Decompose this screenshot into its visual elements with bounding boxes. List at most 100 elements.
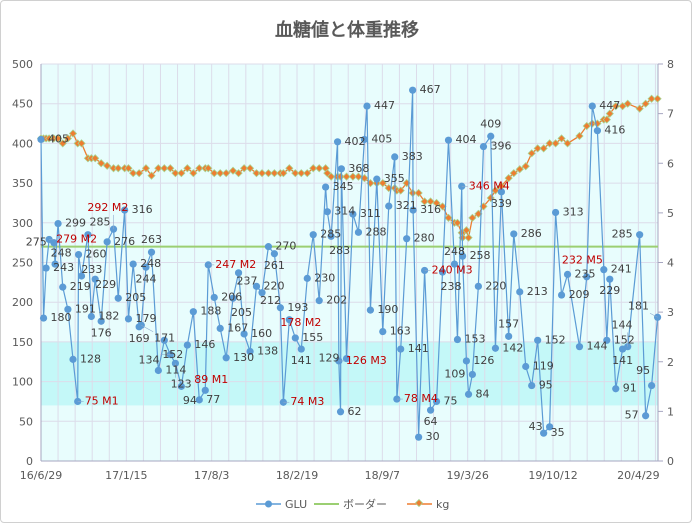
glu-data-label: 89 M1 [194,373,228,386]
glu-data-label: 339 [491,197,512,210]
glu-point [373,175,381,183]
glu-data-label: 316 [132,203,153,216]
glu-point [74,250,83,259]
y-left-tick-label: 250 [12,257,33,270]
glu-point [366,306,375,314]
y-right-tick-label: 0 [667,455,674,468]
glu-point [103,238,111,246]
glu-point [264,243,273,251]
glu-data-label: 91 [623,382,637,395]
glu-data-label: 202 [326,294,347,307]
glu-data-label: 43 [529,420,543,433]
glu-data-label: 134 [139,353,160,366]
kg-point [378,178,387,188]
glu-point [87,312,95,321]
kg-point [91,154,100,163]
glu-data-label: 405 [371,132,392,145]
kg-point [551,139,560,148]
glu-point [468,370,476,379]
glu-data-label: 188 [200,305,221,318]
glu-data-label: 77 [206,393,220,406]
chart-title: 血糖値と体重推移 [275,19,419,41]
glu-point [121,206,129,214]
glu-data-label: 248 [140,257,161,270]
kg-point [545,139,554,148]
kg-point [160,164,169,173]
kg-point [279,169,288,178]
y-left-tick-label: 300 [12,217,33,230]
glu-data-label: 238 [441,280,462,293]
glu-data-label: 152 [545,333,566,346]
kg-point [309,164,318,173]
glu-data-label: 78 M4 [404,392,438,405]
kg-point [124,164,133,173]
glu-point [210,293,218,302]
glu-data-label: 219 [70,280,91,293]
glu-data-label: 57 [625,409,639,422]
kg-point [462,226,471,235]
glu-point [528,381,536,390]
glu-data-label: 94 [183,394,197,407]
glu-data-label: 142 [502,341,523,354]
glu-data-label: 62 [348,405,362,418]
glu-point [183,341,191,349]
glu-data-label: 314 [334,205,355,218]
glu-point [315,297,323,305]
kg-point [291,169,300,178]
glu-point [246,347,254,356]
kg-point [533,144,542,153]
glu-point [327,232,335,240]
glu-point [438,268,447,276]
kg-point [68,129,78,138]
glu-point [474,282,482,290]
glu-point [575,343,584,351]
glu-data-label: 261 [264,259,285,272]
glu-point [636,231,644,239]
x-tick-label: 16/6/29 [20,469,62,482]
glu-point [37,135,45,144]
label-leader-line [141,324,154,332]
kg-point [354,172,363,181]
kg-point [222,169,231,178]
glu-point [397,345,405,353]
glu-data-label: 144 [586,340,607,353]
glu-point [516,288,524,296]
glu-data-label: 114 [165,363,186,376]
kg-point [210,169,219,178]
kg-point [468,213,477,222]
glu-data-label: 467 [420,83,441,96]
glu-point [342,354,351,363]
glu-point [201,386,209,394]
glu-point [154,366,162,375]
kg-point [135,169,144,178]
glu-point [479,142,488,151]
glu-data-label: 95 [636,364,650,377]
glu-data-label: 316 [420,203,441,216]
glu-data-label: 292 M2 [87,201,128,214]
glu-data-label: 235 [575,267,596,280]
glu-data-label: 64 [424,415,438,428]
glu-point [379,327,387,336]
glu-data-label: 416 [604,124,625,137]
glu-point [124,315,133,323]
glu-point [487,132,495,140]
glu-point [522,362,530,371]
glu-data-label: 243 [53,261,74,274]
label-leader-lines [49,185,658,403]
glu-data-label: 155 [302,331,323,344]
kg-point [189,169,198,178]
glu-data-label: 285 [320,228,341,241]
kg-point [557,134,566,143]
kg-point [252,169,261,178]
kg-point [285,164,294,173]
glu-point [229,294,237,302]
glu-data-label: 321 [396,199,417,212]
kg-point [234,169,243,178]
legend-kg-label: kg [436,498,449,511]
y-left-tick-label: 0 [26,455,33,468]
glu-data-label: 178 M2 [280,316,321,329]
y-left-tick-label: 200 [12,296,33,309]
glu-point [322,183,330,191]
glu-point [69,355,77,363]
